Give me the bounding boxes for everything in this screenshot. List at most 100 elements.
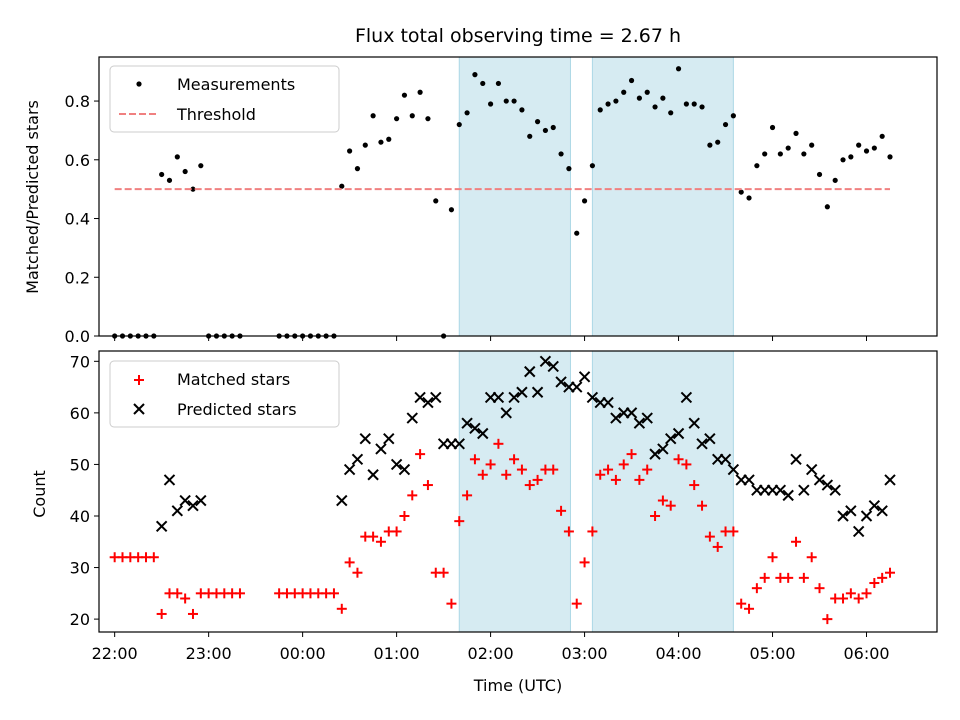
- matched-point: [446, 598, 457, 609]
- measurement-point: [487, 101, 494, 107]
- predicted-point: [610, 412, 622, 424]
- measurement-point: [621, 89, 627, 95]
- predicted-point: [461, 417, 473, 429]
- matched-point: [469, 454, 480, 465]
- top-x-axis: [114, 336, 868, 341]
- matched-point: [415, 449, 426, 460]
- measurement-point: [495, 80, 502, 87]
- measurement-point: [581, 198, 588, 204]
- bottom-legend: Matched stars Predicted stars: [109, 360, 340, 428]
- predicted-point: [798, 484, 810, 496]
- matched-point: [516, 464, 527, 475]
- matched-point: [501, 469, 512, 480]
- measurement-point: [550, 124, 556, 131]
- matched-point: [838, 593, 849, 604]
- bottom-legend-box: [109, 360, 340, 428]
- measurement-point: [887, 154, 893, 160]
- matched-point: [869, 578, 880, 589]
- predicted-point: [390, 458, 403, 471]
- measurement-point: [511, 98, 517, 104]
- bottom-panel: 20 30 40 50 60 70 22:00 23:00 00:00 01:00 02:00 03…: [30, 350, 938, 695]
- predicted-point: [688, 417, 700, 429]
- matched-point: [180, 593, 191, 604]
- y-tick-label: 0.6: [65, 151, 90, 170]
- predicted-point: [868, 499, 881, 512]
- matched-point: [657, 495, 668, 506]
- predicted-point: [672, 427, 685, 440]
- measurement-point: [675, 66, 682, 72]
- predicted-point: [813, 474, 826, 486]
- measurement-point: [840, 157, 846, 163]
- measurement-point: [762, 151, 768, 157]
- matched-point: [524, 480, 535, 491]
- measurement-point: [464, 110, 470, 116]
- predicted-point: [571, 381, 583, 393]
- legend-matched-marker: [134, 375, 144, 385]
- predicted-point: [790, 453, 802, 465]
- measurement-point: [848, 154, 854, 160]
- predicted-point: [422, 396, 434, 409]
- predicted-point: [469, 422, 481, 435]
- measurement-point: [527, 133, 533, 139]
- predicted-point: [367, 469, 379, 481]
- measurement-point: [190, 186, 196, 192]
- measurement-point: [433, 198, 439, 204]
- matched-point: [673, 454, 684, 465]
- measurement-point: [394, 116, 400, 122]
- matched-point: [751, 583, 762, 594]
- top-y-axis: 0.0 0.2 0.4 0.6 0.8: [65, 92, 99, 346]
- predicted-point: [430, 391, 442, 404]
- predicted-point: [805, 463, 818, 476]
- bottom-plot-area: [109, 355, 896, 625]
- measurement-point: [777, 151, 783, 157]
- matched-point: [595, 469, 606, 480]
- matched-point: [148, 552, 159, 563]
- predicted-point: [578, 371, 591, 383]
- chart-title: Flux total observing time = 2.67 h: [355, 25, 681, 47]
- x-tick-label: 01:00: [374, 644, 420, 663]
- measurement-point: [636, 95, 642, 101]
- measurement-point: [691, 101, 697, 107]
- measurement-point: [159, 171, 165, 178]
- measurement-point: [417, 89, 423, 95]
- matched-point: [798, 572, 809, 583]
- matched-point: [877, 572, 888, 583]
- y-tick-label: 40: [70, 507, 90, 526]
- bottom-axes-frame: [98, 350, 938, 633]
- measurement-point: [652, 104, 658, 110]
- matched-point: [861, 588, 872, 599]
- measurement-point: [574, 230, 580, 236]
- measurement-point: [503, 98, 509, 104]
- predicted-point: [782, 489, 794, 502]
- measurement-point: [456, 121, 462, 128]
- y-tick-label: 20: [70, 610, 90, 629]
- bottom-y-axis-label: Count: [30, 470, 49, 518]
- matched-point: [822, 614, 833, 625]
- legend-threshold-label: Threshold: [176, 105, 256, 124]
- matched-point: [759, 572, 770, 583]
- matched-point: [814, 583, 825, 594]
- shaded-interval: [591, 350, 734, 633]
- matched-point: [509, 454, 520, 465]
- measurement-point: [166, 177, 173, 183]
- x-tick-label: 00:00: [280, 644, 326, 663]
- matched-point: [610, 474, 621, 485]
- matched-point: [885, 567, 896, 578]
- measurement-point: [409, 113, 415, 119]
- predicted-point: [821, 479, 834, 491]
- predicted-point: [477, 427, 489, 440]
- predicted-point: [696, 438, 708, 450]
- matched-point: [626, 449, 637, 460]
- predicted-point: [727, 463, 740, 476]
- x-tick-label: 23:00: [186, 644, 232, 663]
- predicted-point: [555, 376, 567, 388]
- y-tick-label: 0.0: [65, 327, 90, 346]
- predicted-point: [837, 510, 849, 522]
- predicted-point: [383, 432, 395, 445]
- matched-point: [352, 567, 363, 578]
- matched-point: [344, 557, 355, 568]
- predicted-point: [359, 432, 371, 445]
- matched-point: [744, 603, 755, 614]
- predicted-point: [453, 438, 465, 450]
